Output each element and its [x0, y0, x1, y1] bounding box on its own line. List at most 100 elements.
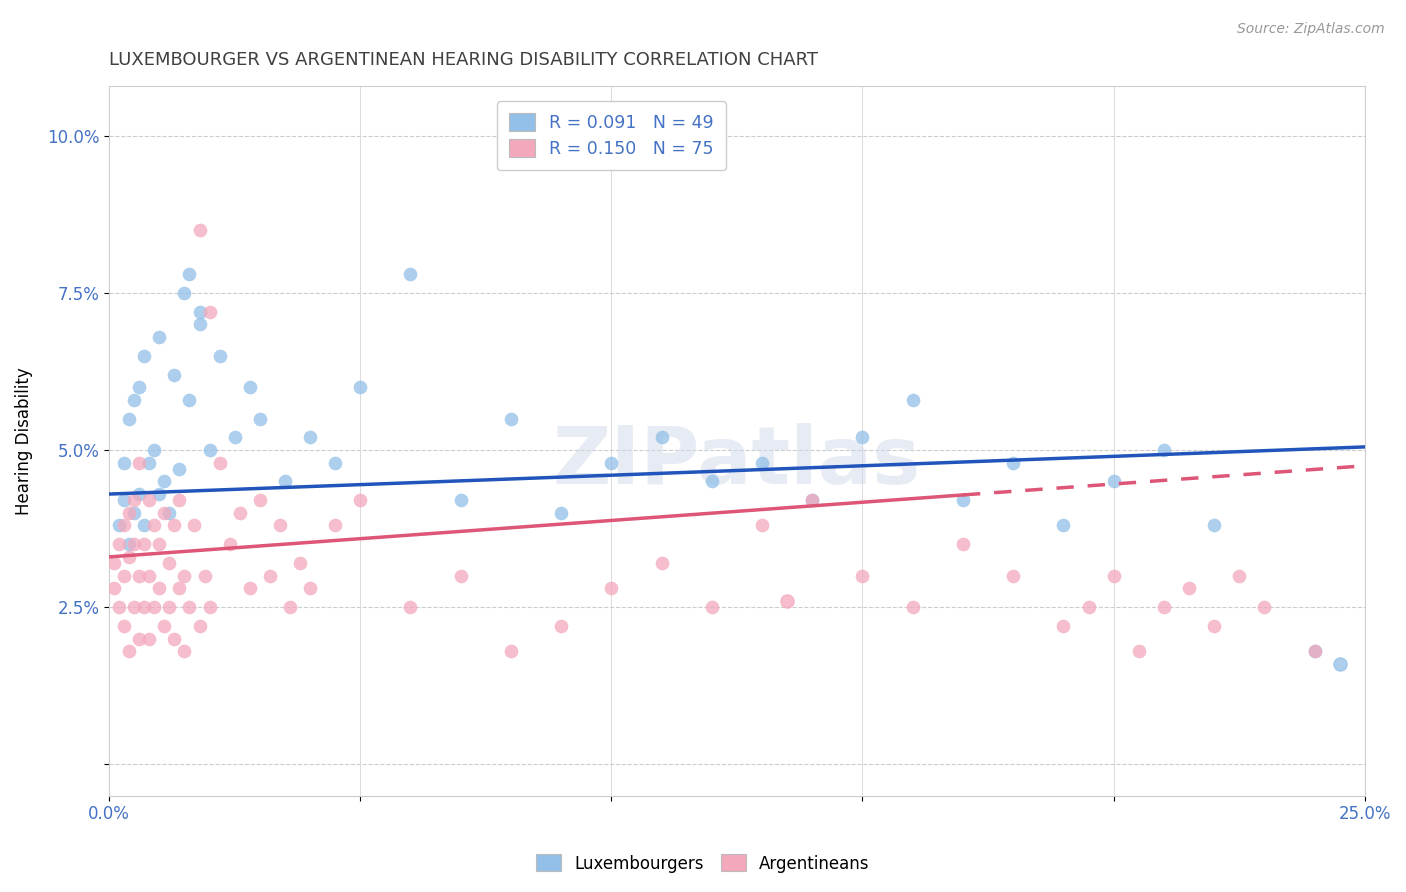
Point — [239, 380, 262, 394]
Point — [118, 537, 141, 551]
Text: ZIPatlas: ZIPatlas — [553, 423, 921, 501]
Point — [1303, 644, 1326, 658]
Point — [952, 493, 974, 508]
Point — [157, 600, 180, 615]
Point — [128, 456, 150, 470]
Point — [901, 600, 924, 615]
Point — [179, 392, 201, 407]
Point — [1128, 644, 1150, 658]
Point — [134, 537, 156, 551]
Point — [122, 392, 145, 407]
Point — [173, 644, 195, 658]
Point — [288, 556, 311, 570]
Legend: R = 0.091   N = 49, R = 0.150   N = 75: R = 0.091 N = 49, R = 0.150 N = 75 — [496, 102, 725, 170]
Point — [450, 493, 472, 508]
Point — [550, 619, 572, 633]
Point — [148, 487, 170, 501]
Point — [108, 537, 131, 551]
Point — [269, 518, 291, 533]
Point — [1102, 568, 1125, 582]
Point — [450, 568, 472, 582]
Point — [1052, 619, 1074, 633]
Point — [1227, 568, 1250, 582]
Point — [1002, 568, 1025, 582]
Point — [188, 305, 211, 319]
Point — [600, 456, 623, 470]
Point — [122, 506, 145, 520]
Point — [163, 368, 186, 382]
Point — [1329, 657, 1351, 671]
Point — [188, 619, 211, 633]
Point — [163, 632, 186, 646]
Point — [851, 430, 873, 444]
Point — [1303, 644, 1326, 658]
Point — [323, 518, 346, 533]
Point — [1077, 600, 1099, 615]
Point — [751, 456, 773, 470]
Point — [169, 493, 191, 508]
Point — [1202, 619, 1225, 633]
Point — [128, 487, 150, 501]
Point — [169, 462, 191, 476]
Point — [751, 518, 773, 533]
Point — [112, 619, 135, 633]
Point — [188, 318, 211, 332]
Point — [1052, 518, 1074, 533]
Text: Source: ZipAtlas.com: Source: ZipAtlas.com — [1237, 22, 1385, 37]
Point — [298, 430, 321, 444]
Point — [112, 493, 135, 508]
Point — [112, 518, 135, 533]
Point — [153, 475, 176, 489]
Point — [208, 456, 231, 470]
Point — [700, 600, 723, 615]
Point — [183, 518, 205, 533]
Point — [153, 506, 176, 520]
Point — [134, 600, 156, 615]
Point — [112, 456, 135, 470]
Point — [134, 518, 156, 533]
Point — [224, 430, 246, 444]
Point — [600, 582, 623, 596]
Point — [239, 582, 262, 596]
Point — [1253, 600, 1275, 615]
Point — [651, 556, 673, 570]
Point — [122, 537, 145, 551]
Point — [163, 518, 186, 533]
Point — [143, 443, 166, 458]
Point — [128, 568, 150, 582]
Point — [118, 549, 141, 564]
Point — [128, 380, 150, 394]
Point — [399, 267, 422, 281]
Point — [157, 506, 180, 520]
Point — [103, 556, 125, 570]
Point — [323, 456, 346, 470]
Point — [274, 475, 297, 489]
Point — [179, 600, 201, 615]
Point — [851, 568, 873, 582]
Point — [249, 411, 271, 425]
Point — [143, 518, 166, 533]
Point — [138, 456, 160, 470]
Point — [278, 600, 301, 615]
Point — [108, 600, 131, 615]
Point — [193, 568, 215, 582]
Point — [801, 493, 824, 508]
Point — [1202, 518, 1225, 533]
Point — [801, 493, 824, 508]
Point — [173, 285, 195, 300]
Point — [138, 632, 160, 646]
Point — [134, 349, 156, 363]
Point — [148, 582, 170, 596]
Point — [1002, 456, 1025, 470]
Point — [198, 305, 221, 319]
Point — [1153, 443, 1175, 458]
Legend: Luxembourgers, Argentineans: Luxembourgers, Argentineans — [530, 847, 876, 880]
Point — [1102, 475, 1125, 489]
Point — [118, 411, 141, 425]
Point — [1178, 582, 1201, 596]
Point — [112, 568, 135, 582]
Point — [148, 537, 170, 551]
Point — [249, 493, 271, 508]
Point — [179, 267, 201, 281]
Point — [138, 568, 160, 582]
